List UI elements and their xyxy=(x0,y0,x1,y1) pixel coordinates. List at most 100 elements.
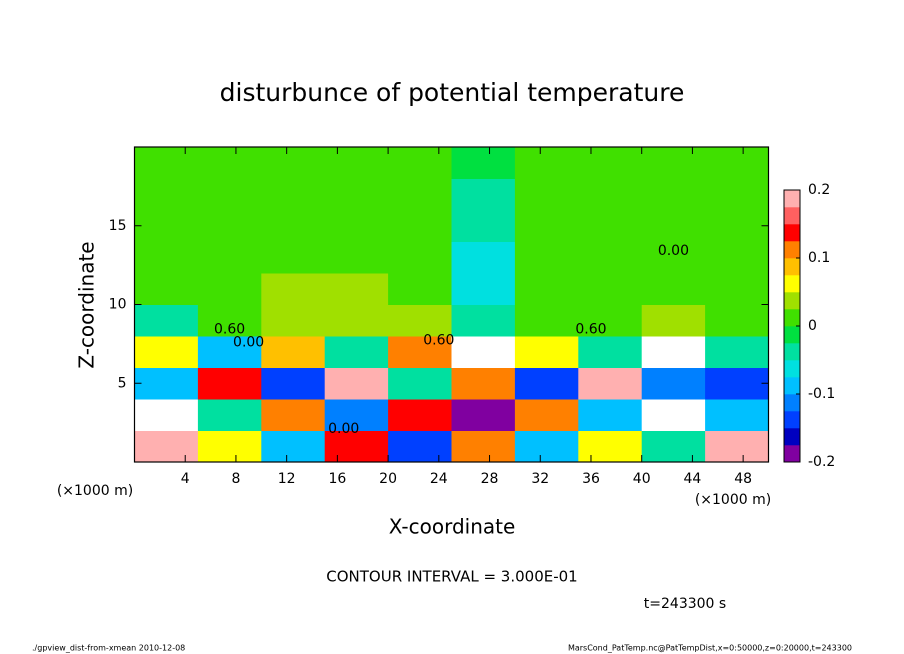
heat-cell xyxy=(514,336,579,368)
heat-cell xyxy=(451,430,516,463)
heat-cell xyxy=(705,367,769,400)
colorbar-tick-label: 0 xyxy=(808,318,817,334)
heat-cell xyxy=(197,399,262,431)
heat-cell xyxy=(261,367,326,400)
heat-cell xyxy=(197,147,262,179)
heat-cell xyxy=(134,304,199,337)
heat-cell xyxy=(514,210,579,242)
chart-title: disturbunce of potential temperature xyxy=(220,78,685,107)
heat-cell xyxy=(324,399,389,431)
heat-cell xyxy=(261,147,326,179)
heat-cell xyxy=(641,399,706,431)
heat-cell xyxy=(261,210,326,242)
heat-cell xyxy=(134,178,199,211)
heat-cell xyxy=(134,210,199,242)
y-unit: (×1000 m) xyxy=(57,483,133,499)
colorbar-band xyxy=(784,343,800,361)
heat-cell xyxy=(705,147,769,179)
y-axis-label: Z-coordinate xyxy=(75,241,99,368)
heat-cell xyxy=(388,399,452,431)
colorbar-band xyxy=(784,258,800,276)
heat-cell xyxy=(641,304,706,337)
heat-cell xyxy=(705,336,769,368)
heat-cell xyxy=(261,241,326,274)
heat-cell xyxy=(514,241,579,274)
heat-cell xyxy=(197,241,262,274)
heat-cell xyxy=(451,273,516,305)
heat-cell xyxy=(261,336,326,368)
heat-cell xyxy=(388,147,452,179)
heat-cell xyxy=(641,430,706,463)
y-tick-label: 5 xyxy=(118,375,127,391)
heat-cell xyxy=(514,273,579,305)
heat-cell xyxy=(641,273,706,305)
heat-cell xyxy=(451,336,516,368)
heat-cell xyxy=(197,178,262,211)
contour-interval: CONTOUR INTERVAL = 3.000E-01 xyxy=(326,568,577,586)
heat-cell xyxy=(134,147,199,179)
colorbar-band xyxy=(784,275,800,293)
heat-cell xyxy=(261,273,326,305)
heat-cell xyxy=(578,147,643,179)
heat-cell xyxy=(578,273,643,305)
heat-cell xyxy=(197,336,262,368)
heat-cell xyxy=(514,304,579,337)
colorbar-tick-label: -0.1 xyxy=(808,386,835,402)
heat-cell xyxy=(324,367,389,400)
heat-cell xyxy=(514,178,579,211)
heat-cell xyxy=(578,336,643,368)
heat-cell xyxy=(641,147,706,179)
x-tick-label: 24 xyxy=(430,471,448,487)
heat-cell xyxy=(514,147,579,179)
footer-right: MarsCond_PatTemp.nc@PatTempDist,x=0:5000… xyxy=(568,644,852,653)
y-tick-label: 10 xyxy=(109,297,127,313)
x-tick-label: 44 xyxy=(684,471,702,487)
x-tick-label: 8 xyxy=(231,471,240,487)
contour-label: 0.00 xyxy=(233,334,264,350)
heat-cell xyxy=(388,367,452,400)
heat-cell xyxy=(578,241,643,274)
heat-cell xyxy=(451,147,516,179)
heat-cell xyxy=(261,399,326,431)
x-tick-label: 12 xyxy=(278,471,296,487)
heat-cell xyxy=(261,178,326,211)
heat-cell xyxy=(705,210,769,242)
colorbar-tick-label: -0.2 xyxy=(808,454,835,470)
contour-label: 0.60 xyxy=(423,333,454,349)
heat-cell xyxy=(641,336,706,368)
x-tick-label: 20 xyxy=(379,471,397,487)
x-unit: (×1000 m) xyxy=(695,492,771,508)
x-tick-label: 36 xyxy=(582,471,600,487)
contour-label: 0.00 xyxy=(328,421,359,437)
colorbar-band xyxy=(784,292,800,310)
heat-cell xyxy=(261,430,326,463)
x-tick-label: 4 xyxy=(181,471,190,487)
colorbar-band xyxy=(784,326,800,344)
heat-cell xyxy=(324,241,389,274)
x-tick-label: 28 xyxy=(481,471,499,487)
heat-cell xyxy=(134,430,199,463)
colorbar-band xyxy=(784,360,800,378)
heat-cell xyxy=(451,367,516,400)
time-label: t=243300 s xyxy=(644,596,726,612)
heat-cell xyxy=(388,178,452,211)
colorbar-band xyxy=(784,207,800,225)
heat-cell xyxy=(197,367,262,400)
heat-cell xyxy=(705,304,769,337)
heat-cell xyxy=(705,399,769,431)
heat-cell xyxy=(578,178,643,211)
heat-cell xyxy=(641,210,706,242)
heat-cell xyxy=(324,147,389,179)
y-tick-label: 15 xyxy=(109,218,127,234)
heat-cell xyxy=(388,430,452,463)
heat-cell xyxy=(641,241,706,274)
colorbar-band xyxy=(784,309,800,327)
heat-cell xyxy=(578,304,643,337)
heat-cell xyxy=(324,430,389,463)
colorbar-tick-label: 0.2 xyxy=(808,182,830,198)
colorbar-band xyxy=(784,411,800,429)
heat-cell xyxy=(324,336,389,368)
heat-cell xyxy=(324,178,389,211)
footer-left: ./gpview_dist-from-xmean 2010-12-08 xyxy=(32,644,185,653)
